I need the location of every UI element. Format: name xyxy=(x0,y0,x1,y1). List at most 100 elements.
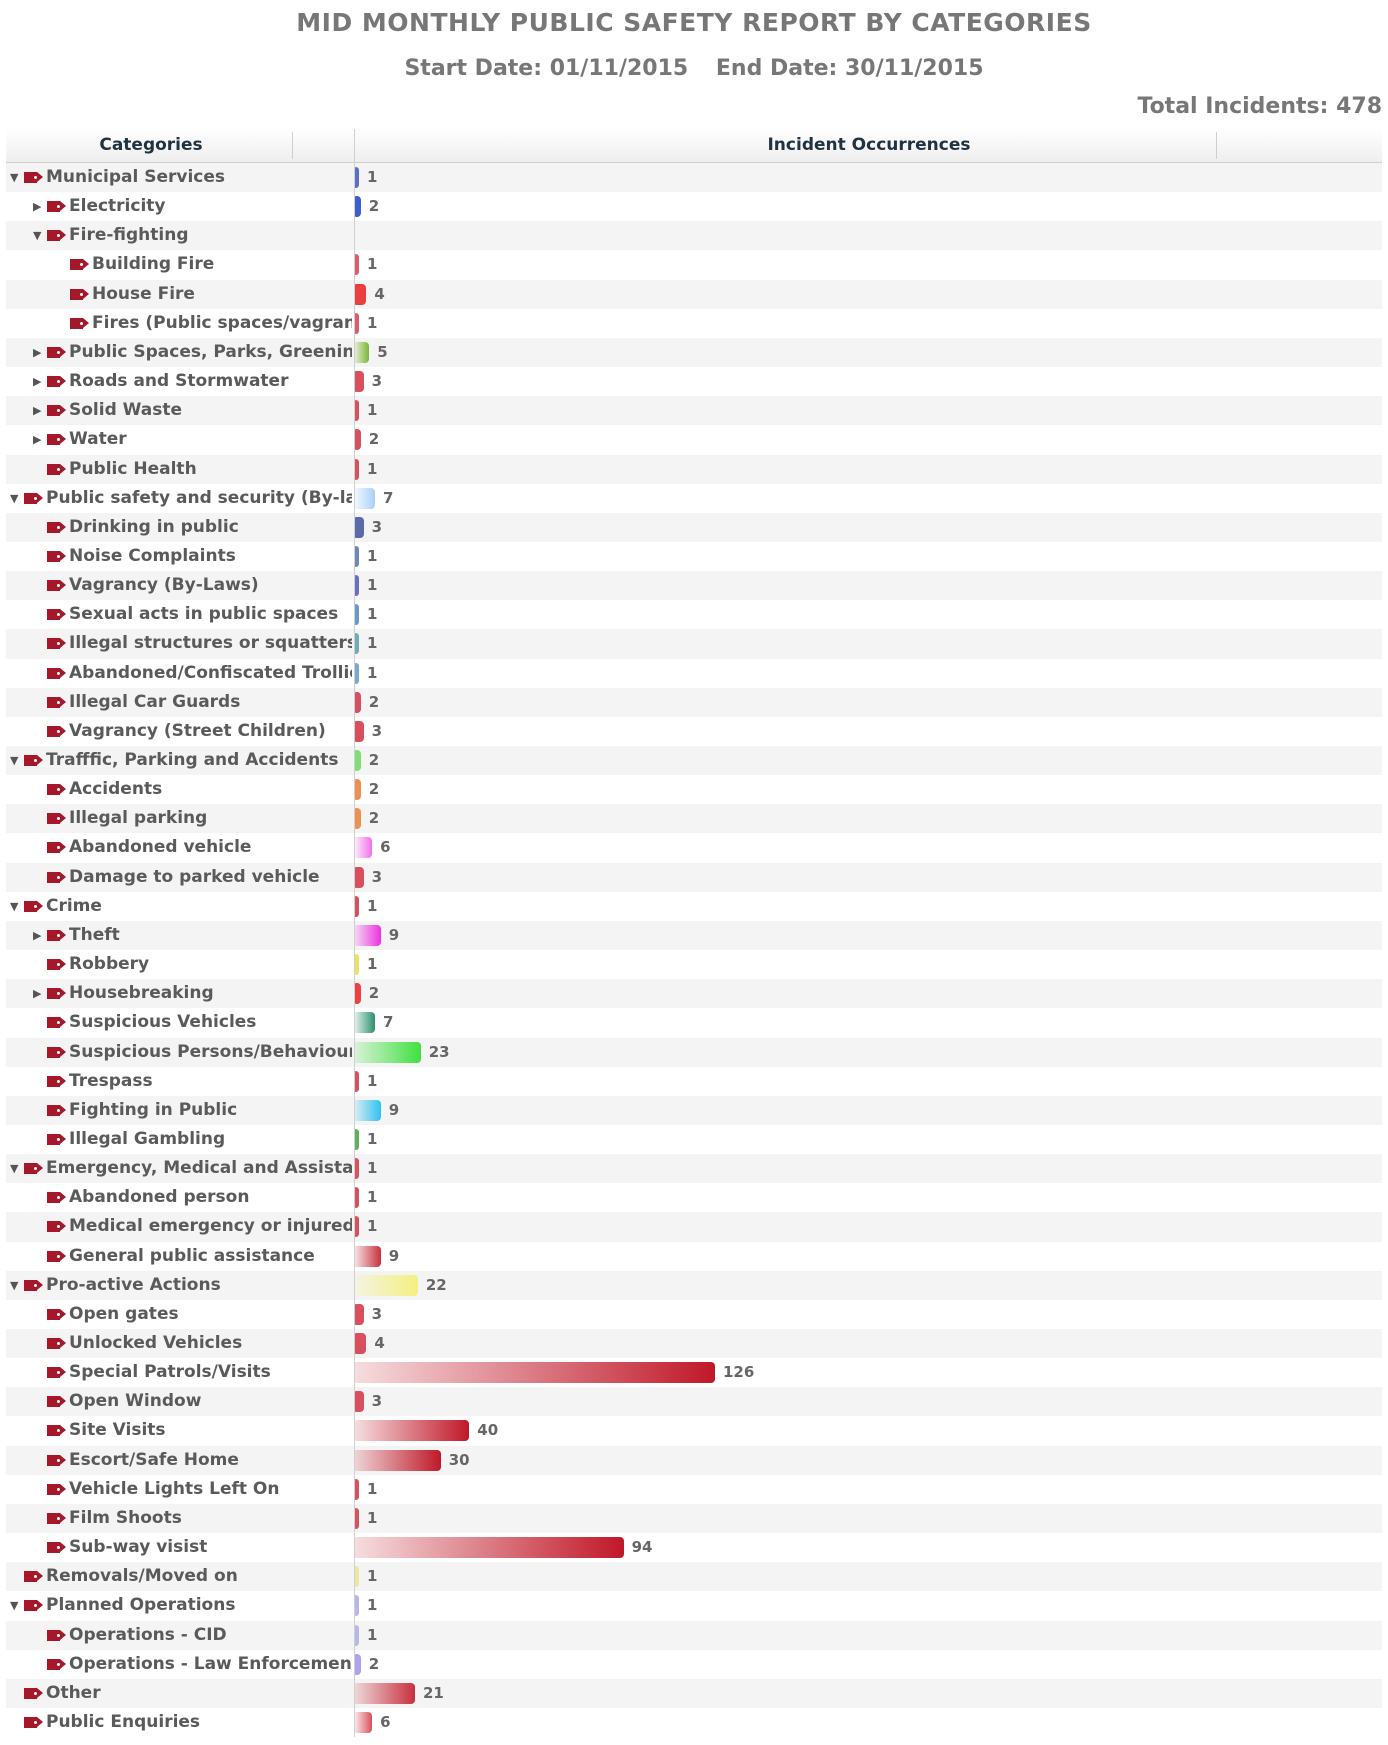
table-row[interactable]: ▼ Pro-active Actions 22 xyxy=(6,1270,1382,1300)
table-row[interactable]: Illegal Gambling 1 xyxy=(6,1125,1382,1154)
table-row[interactable]: Accidents 2 xyxy=(6,775,1382,804)
occurrence-value: 2 xyxy=(368,197,380,216)
table-row[interactable]: Building Fire 1 xyxy=(6,250,1382,279)
category-tag-icon xyxy=(70,259,89,271)
collapse-arrow-icon[interactable]: ▶ xyxy=(33,200,42,214)
table-row[interactable]: ▶ Theft 9 xyxy=(6,920,1382,951)
expand-arrow-icon[interactable]: ▼ xyxy=(10,754,19,767)
table-row[interactable]: Abandoned vehicle 6 xyxy=(6,833,1382,862)
category-tag-icon xyxy=(24,1716,43,1728)
category-label: Planned Operations xyxy=(46,1595,236,1616)
table-row[interactable]: Illegal structures or squatters 1 xyxy=(6,629,1382,659)
category-tag-icon xyxy=(47,988,66,1000)
expand-arrow-icon[interactable]: ▼ xyxy=(10,171,19,184)
table-row[interactable]: ▼ Public safety and security (By-laws) 7 xyxy=(6,484,1382,513)
table-row[interactable]: Suspicious Persons/Behaviour 23 xyxy=(6,1037,1382,1067)
category-tag-icon xyxy=(47,1512,66,1524)
table-row[interactable]: Medical emergency or injured/si 1 xyxy=(6,1212,1382,1242)
table-row[interactable]: Escort/Safe Home 30 xyxy=(6,1445,1382,1475)
occurrence-value: 5 xyxy=(377,342,388,361)
table-row[interactable]: ▼ Fire-fighting xyxy=(6,221,1382,251)
tag-hole xyxy=(34,759,37,762)
tag-hole xyxy=(57,554,60,558)
table-row[interactable]: Film Shoots 1 xyxy=(6,1503,1382,1534)
expand-arrow-icon[interactable]: ▼ xyxy=(10,1162,19,1176)
table-row[interactable]: Robbery 1 xyxy=(6,950,1382,979)
table-row[interactable]: Open Window 3 xyxy=(6,1387,1382,1417)
table-row[interactable]: Unlocked Vehicles 4 xyxy=(6,1329,1382,1359)
table-row[interactable]: ▼ Crime 1 xyxy=(6,892,1382,921)
table-row[interactable]: Sub-way visist 94 xyxy=(6,1533,1382,1562)
table-row[interactable]: Sexual acts in public spaces 1 xyxy=(6,600,1382,629)
table-row[interactable]: Vagrancy (Street Children) 3 xyxy=(6,717,1382,746)
tag-hole xyxy=(34,904,37,908)
category-tag-icon xyxy=(47,463,66,475)
table-row[interactable]: Removals/Moved on 1 xyxy=(6,1562,1382,1592)
table-row[interactable]: ▼ Planned Operations 1 xyxy=(6,1591,1382,1620)
occurrence-bar xyxy=(355,516,364,538)
table-row[interactable]: Vagrancy (By-Laws) 1 xyxy=(6,571,1382,601)
table-row[interactable]: Illegal parking 2 xyxy=(6,804,1382,834)
table-row[interactable]: ▶ Water 2 xyxy=(6,425,1382,454)
table-row[interactable]: House Fire 4 xyxy=(6,279,1382,309)
table-row[interactable]: ▶ Public Spaces, Parks, Greening P 5 xyxy=(6,337,1382,368)
expand-arrow-icon[interactable]: ▼ xyxy=(10,491,19,505)
expand-arrow-icon[interactable]: ▼ xyxy=(10,899,19,913)
table-row[interactable]: Site Visits 40 xyxy=(6,1416,1382,1445)
table-row[interactable]: Abandoned person 1 xyxy=(6,1183,1382,1212)
category-label: Water xyxy=(69,429,127,450)
table-row[interactable]: ▶ Roads and Stormwater 3 xyxy=(6,367,1382,396)
table-row[interactable]: Suspicious Vehicles 7 xyxy=(6,1008,1382,1037)
table-row[interactable]: Illegal Car Guards 2 xyxy=(6,687,1382,717)
column-header-occurrences[interactable]: Incident Occurrences xyxy=(767,135,971,155)
table-row[interactable]: Special Patrols/Visits 126 xyxy=(6,1358,1382,1387)
table-row[interactable]: Fighting in Public 9 xyxy=(6,1095,1382,1125)
table-row[interactable]: Drinking in public 3 xyxy=(6,512,1382,542)
expand-arrow-icon[interactable]: ▼ xyxy=(33,229,42,243)
column-header-categories[interactable]: Categories xyxy=(99,135,203,155)
collapse-arrow-icon[interactable]: ▶ xyxy=(33,375,42,389)
table-row[interactable]: Vehicle Lights Left On 1 xyxy=(6,1475,1382,1504)
table-row[interactable]: ▼ Emergency, Medical and Assistance 1 xyxy=(6,1154,1382,1184)
collapse-arrow-icon[interactable]: ▶ xyxy=(33,433,42,447)
occurrence-bar xyxy=(355,1682,415,1704)
occurrence-bar xyxy=(355,1507,359,1529)
collapse-arrow-icon[interactable]: ▶ xyxy=(33,404,42,418)
category-label: Special Patrols/Visits xyxy=(69,1362,271,1383)
table-row[interactable]: Public Health 1 xyxy=(6,454,1382,484)
occurrence-bar xyxy=(355,1420,470,1442)
collapse-arrow-icon[interactable]: ▶ xyxy=(33,928,42,942)
table-row[interactable]: ▶ Electricity 2 xyxy=(6,192,1382,221)
expand-arrow-icon[interactable]: ▼ xyxy=(10,1599,19,1613)
table-row[interactable]: Public Enquiries 6 xyxy=(6,1708,1382,1737)
tag-hole xyxy=(80,292,83,296)
table-row[interactable]: ▶ Solid Waste 1 xyxy=(6,396,1382,426)
table-row[interactable]: Trespass 1 xyxy=(6,1067,1382,1096)
table-row[interactable]: Noise Complaints 1 xyxy=(6,542,1382,571)
table-row[interactable]: Operations - Law Enforcement 2 xyxy=(6,1650,1382,1679)
table-row[interactable]: ▼ Municipal Services 1 xyxy=(6,163,1382,193)
collapse-arrow-icon[interactable]: ▶ xyxy=(33,345,42,359)
category-tag-icon xyxy=(24,172,43,183)
column-resize-handle[interactable] xyxy=(1216,132,1217,159)
table-row[interactable]: General public assistance 9 xyxy=(6,1242,1382,1271)
collapse-arrow-icon[interactable]: ▶ xyxy=(33,987,42,1001)
table-row[interactable]: Fires (Public spaces/vagrants) 1 xyxy=(6,309,1382,338)
table-row[interactable]: Operations - CID 1 xyxy=(6,1620,1382,1650)
occurrence-bar xyxy=(355,1449,441,1471)
tag-hole xyxy=(34,1283,37,1287)
table-row[interactable]: ▼ Trafffic, Parking and Accidents 2 xyxy=(6,746,1382,776)
table-row[interactable]: ▶ Housebreaking 2 xyxy=(6,979,1382,1009)
tag-hole xyxy=(57,1342,60,1345)
tag-hole xyxy=(57,1137,60,1141)
category-tag-icon xyxy=(47,609,66,621)
table-row[interactable]: Open gates 3 xyxy=(6,1300,1382,1329)
category-tag-icon xyxy=(24,1163,43,1175)
table-row[interactable]: Damage to parked vehicle 3 xyxy=(6,862,1382,892)
expand-arrow-icon[interactable]: ▼ xyxy=(10,1278,19,1292)
occurrence-bar xyxy=(355,1216,359,1238)
table-row[interactable]: Abandoned/Confiscated Trollies 1 xyxy=(6,659,1382,688)
table-row[interactable]: Other 21 xyxy=(6,1678,1382,1708)
column-resize-handle[interactable] xyxy=(292,132,293,159)
occurrence-value: 1 xyxy=(367,1479,378,1498)
